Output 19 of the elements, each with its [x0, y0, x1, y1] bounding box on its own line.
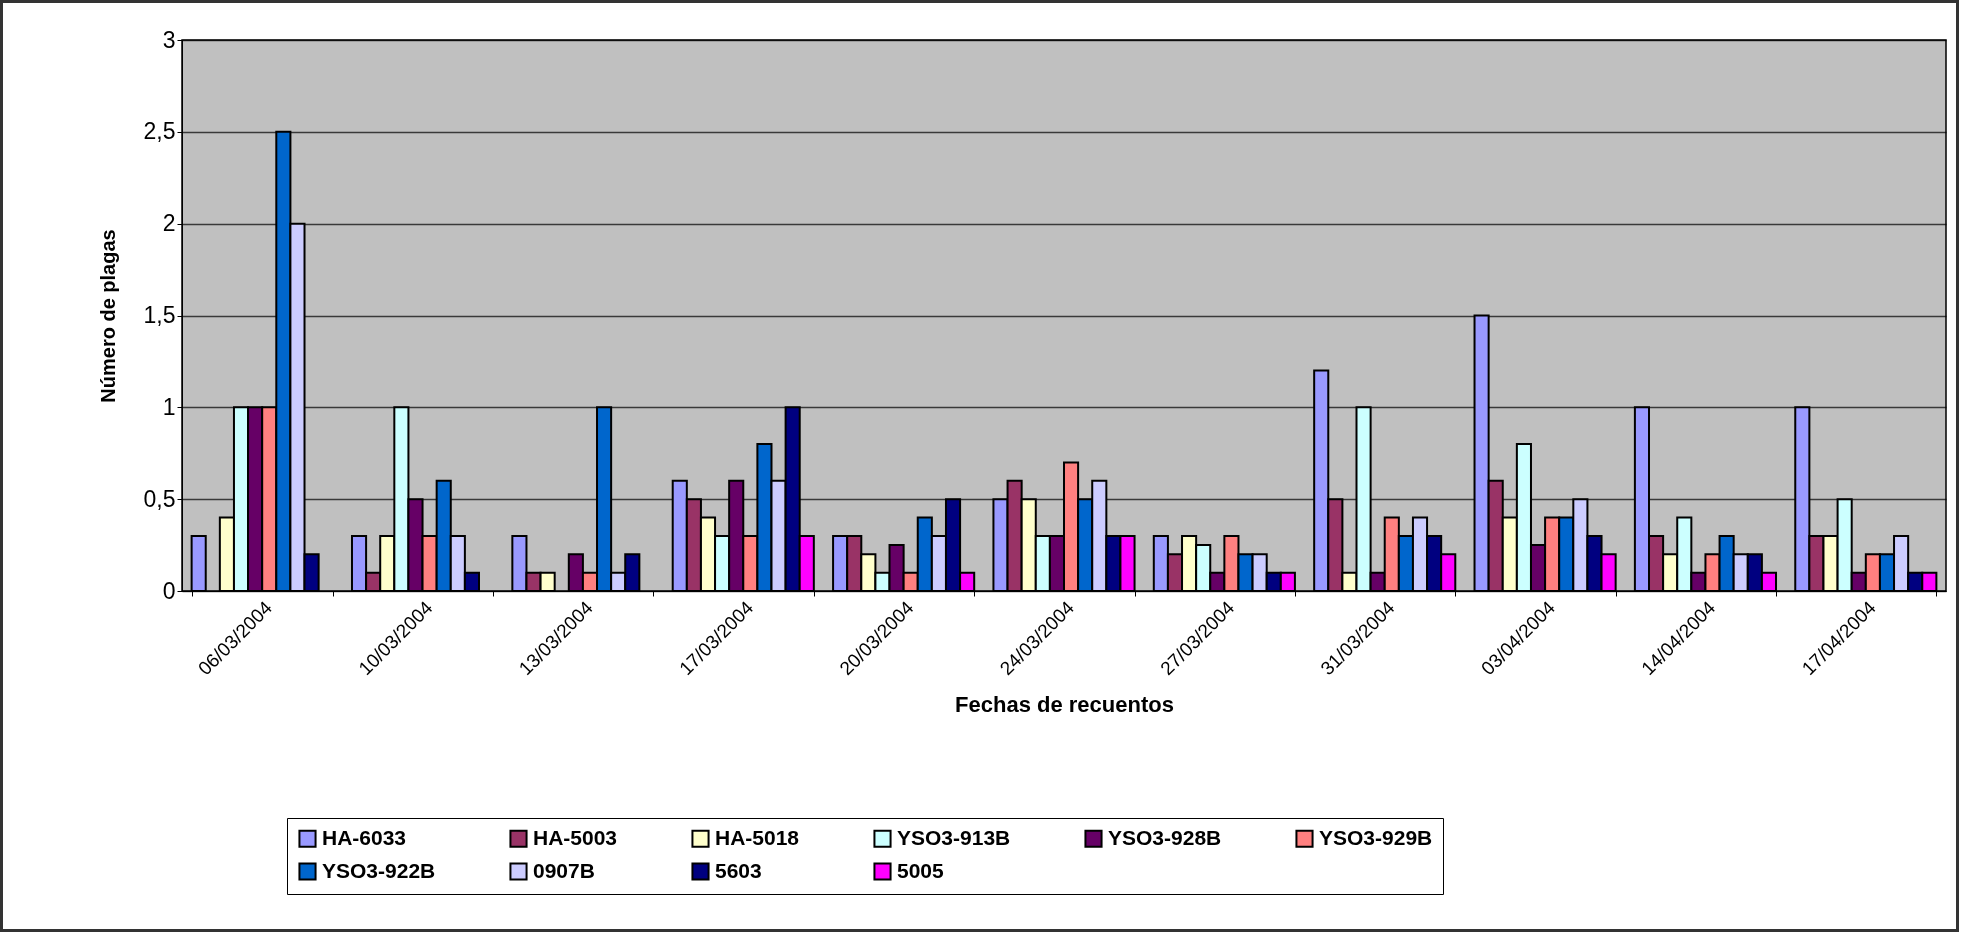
y-tick-label: 0 [162, 577, 176, 604]
legend-label: YSO3-922B [322, 858, 436, 882]
legend-label: HA-5003 [533, 825, 618, 849]
y-tick-label: 2 [162, 210, 176, 237]
y-axis-title: Número de plagas [96, 229, 119, 403]
legend-label: 5005 [897, 858, 945, 882]
y-tick-label: 1 [162, 393, 176, 420]
legend-label: 5603 [715, 858, 762, 882]
y-tick-label: 1,5 [143, 302, 176, 328]
y-tick-label: 3 [162, 26, 176, 53]
legend-label: HA-5018 [715, 825, 800, 849]
legend-label: HA-6033 [322, 825, 407, 849]
legend-label: 0907B [533, 858, 595, 882]
legend-label: YSO3-913B [897, 825, 1011, 849]
legend-label: YSO3-929B [1319, 825, 1433, 849]
x-axis-title: Fechas de recuentos [955, 692, 1174, 718]
y-tick-label: 2,5 [143, 118, 176, 145]
y-tick-label: 0,5 [143, 485, 176, 512]
legend-label: YSO3-928B [1108, 825, 1222, 849]
